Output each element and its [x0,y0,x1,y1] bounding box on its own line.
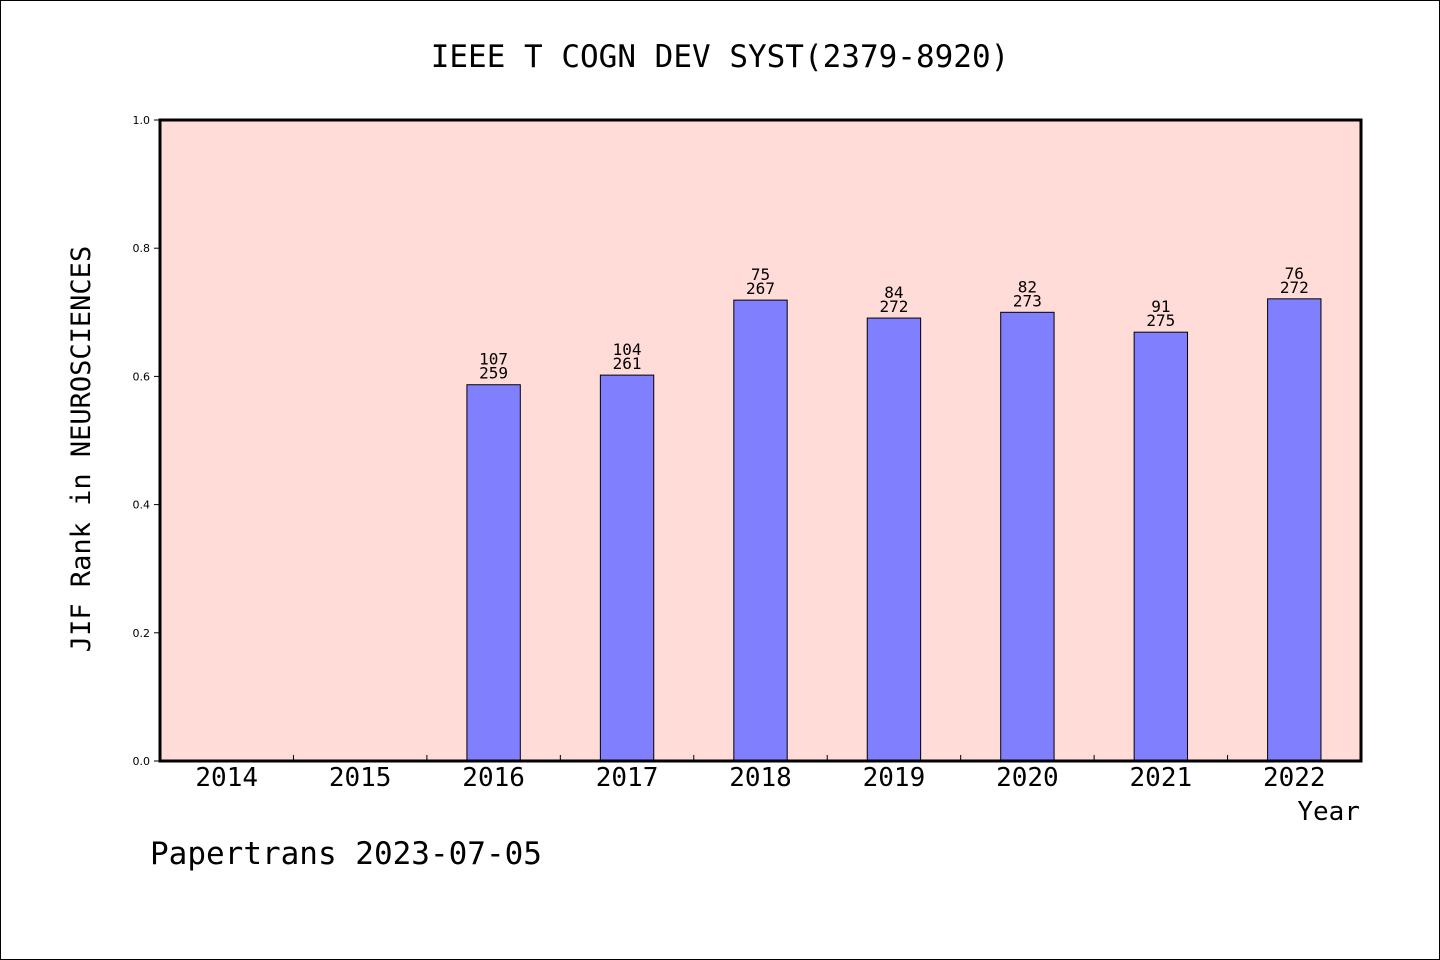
y-tick-label: 0.4 [133,499,151,512]
x-tick-label: 2019 [863,763,926,793]
x-tick-label: 2016 [462,763,525,793]
y-tick-label: 0.2 [133,627,151,640]
x-tick-label: 2020 [996,763,1059,793]
bar [866,317,922,762]
bars-group [466,298,1322,762]
x-tick-label: 2017 [596,763,659,793]
chart-title: IEEE T COGN DEV SYST(2379-8920) [431,39,1010,75]
x-axis-label: Year [1297,797,1360,827]
x-tick-label: 2021 [1130,763,1193,793]
bar [1267,298,1322,762]
y-tick-label: 1.0 [133,114,151,127]
x-tick-label: 2018 [729,763,792,793]
bar [1000,311,1055,762]
bar [599,374,655,762]
data-label-rank: 76 [1285,264,1304,283]
data-label-rank: 84 [884,283,903,302]
data-label-total: 275 [1146,311,1175,330]
data-label-rank: 82 [1018,277,1037,296]
x-tick-label: 2022 [1263,763,1326,793]
data-label-rank: 104 [613,340,642,359]
data-label-total: 259 [479,364,508,383]
y-tick-label: 0.0 [133,755,151,768]
plot-border [158,118,1363,763]
data-label-total: 272 [879,297,908,316]
data-label-total: 272 [1280,278,1309,297]
data-label-total: 267 [746,279,775,298]
footer-text: Papertrans 2023-07-05 [150,836,542,872]
y-axis-label: JIF Rank in NEUROSCIENCES [66,246,97,652]
y-tick-label: 0.6 [133,370,151,383]
data-label-total: 273 [1013,291,1042,310]
bar [733,299,788,762]
y-axis: 0.0 0.2 0.4 0.6 0.8 1.0 [133,114,160,768]
y-tick-label: 0.8 [133,242,151,255]
data-label-rank: 107 [479,350,508,369]
data-label-total: 261 [613,354,642,373]
bar [1133,331,1189,762]
x-tick-label: 2014 [195,763,258,793]
data-label-rank: 91 [1151,297,1170,316]
bar [466,384,521,762]
data-label-rank: 75 [751,265,770,284]
x-axis: 2014 2015 2016 2017 2018 2019 2020 2021 2022 [195,755,1326,793]
x-tick-label: 2015 [329,763,392,793]
